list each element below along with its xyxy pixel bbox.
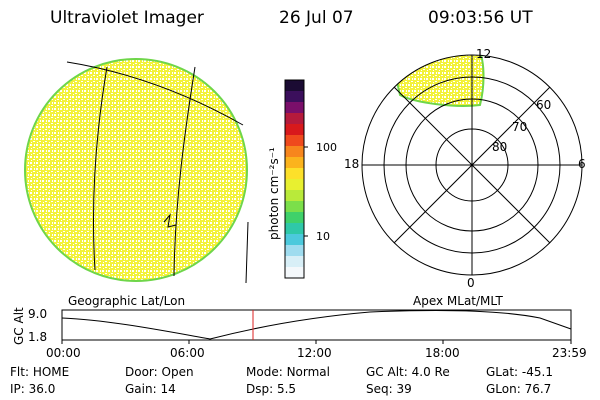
coastline-mark bbox=[163, 213, 177, 228]
colorbar bbox=[285, 80, 304, 279]
status-mode: Mode: Normal bbox=[246, 365, 330, 379]
colorbar-swatch bbox=[285, 256, 304, 268]
lon-line-1 bbox=[92, 66, 108, 271]
mlt-label-18: 18 bbox=[344, 157, 360, 171]
colorbar-frame bbox=[284, 79, 305, 279]
altitude-ytick-low: 1.8 bbox=[28, 330, 48, 344]
colorbar-swatch bbox=[285, 146, 304, 158]
mlat-label-80: 80 bbox=[492, 140, 508, 154]
colorbar-swatch bbox=[285, 267, 304, 279]
limb-line bbox=[245, 221, 249, 284]
colorbar-swatch bbox=[285, 102, 304, 114]
image-date: 26 Jul 07 bbox=[279, 8, 354, 28]
status-seq: Seq: 39 bbox=[366, 382, 412, 396]
status-dsp: Dsp: 5.5 bbox=[246, 382, 297, 396]
polar-panel-label: Apex MLat/MLT bbox=[413, 294, 503, 308]
colorbar-swatch bbox=[285, 113, 304, 125]
colorbar-swatch bbox=[285, 201, 304, 213]
status-glon: GLon: 76.7 bbox=[486, 382, 552, 396]
status-gc-alt: GC Alt: 4.0 Re bbox=[366, 365, 450, 379]
altitude-curve bbox=[61, 309, 572, 340]
colorbar-swatch bbox=[285, 157, 304, 169]
altitude-ytick-high: 9.0 bbox=[28, 307, 48, 321]
colorbar-label-10: 10 bbox=[316, 230, 330, 243]
colorbar-swatch bbox=[285, 91, 304, 103]
colorbar-swatch bbox=[285, 190, 304, 202]
instrument-title: Ultraviolet Imager bbox=[50, 8, 204, 28]
mlat-label-70: 70 bbox=[512, 120, 528, 134]
lat-line bbox=[66, 61, 244, 126]
time-label-0600: 06:00 bbox=[170, 346, 205, 360]
altitude-ylabel: GC Alt bbox=[12, 307, 26, 345]
colorbar-swatch bbox=[285, 245, 304, 257]
mlat-label-60: 60 bbox=[536, 98, 552, 112]
mlt-label-0: 0 bbox=[467, 276, 475, 290]
altitude-plot bbox=[61, 309, 572, 344]
altitude-frame bbox=[61, 309, 572, 341]
time-label-0000: 00:00 bbox=[46, 346, 81, 360]
colorbar-swatch bbox=[285, 179, 304, 191]
colorbar-swatch bbox=[285, 135, 304, 147]
status-gain: Gain: 14 bbox=[125, 382, 176, 396]
polar-diagonal-2 bbox=[393, 86, 551, 244]
colorbar-swatch bbox=[285, 168, 304, 180]
geo-panel-label: Geographic Lat/Lon bbox=[68, 294, 186, 308]
time-label-1800: 18:00 bbox=[425, 346, 460, 360]
earth-disk bbox=[24, 58, 248, 282]
status-flt: Flt: HOME bbox=[10, 365, 70, 379]
colorbar-swatch bbox=[285, 234, 304, 246]
colorbar-label-100: 100 bbox=[316, 141, 337, 154]
time-label-2359: 23:59 bbox=[552, 346, 587, 360]
status-glat: GLat: -45.1 bbox=[486, 365, 553, 379]
mlt-label-6: 6 bbox=[578, 157, 586, 171]
colorbar-unit-label: photon cm⁻²s⁻¹ bbox=[267, 147, 281, 240]
lon-line-2 bbox=[173, 66, 196, 277]
mlt-label-12: 12 bbox=[476, 47, 492, 61]
status-ip: IP: 36.0 bbox=[10, 382, 56, 396]
time-label-1200: 12:00 bbox=[297, 346, 332, 360]
colorbar-swatch bbox=[285, 223, 304, 235]
colorbar-swatch bbox=[285, 80, 304, 92]
colorbar-swatch bbox=[285, 124, 304, 136]
geographic-image bbox=[24, 58, 249, 284]
status-door: Door: Open bbox=[125, 365, 194, 379]
image-time: 09:03:56 UT bbox=[428, 8, 533, 28]
polar-plot bbox=[361, 54, 583, 276]
colorbar-swatch bbox=[285, 212, 304, 224]
